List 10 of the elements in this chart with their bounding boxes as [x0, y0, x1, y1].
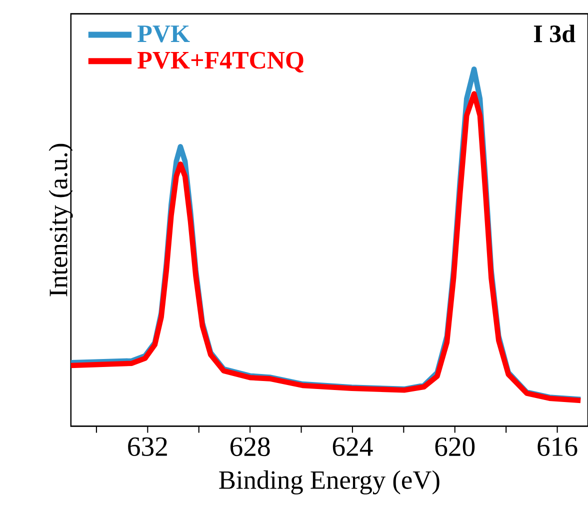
legend-label: PVK [138, 26, 190, 42]
legend-label: PVK+F4TCNQ [138, 52, 304, 72]
x-tick-label: 628 [230, 437, 270, 456]
x-tick-label: 624 [332, 437, 373, 456]
text: I 3d [534, 24, 576, 42]
x-tick-label: 616 [538, 437, 578, 456]
x-tick-label: 620 [435, 437, 475, 456]
x-tick-label: 632 [128, 437, 167, 456]
y-axis-title: Intensity (a.u.) [48, 144, 73, 296]
x-axis-title: Binding Energy (eV) [219, 470, 440, 494]
